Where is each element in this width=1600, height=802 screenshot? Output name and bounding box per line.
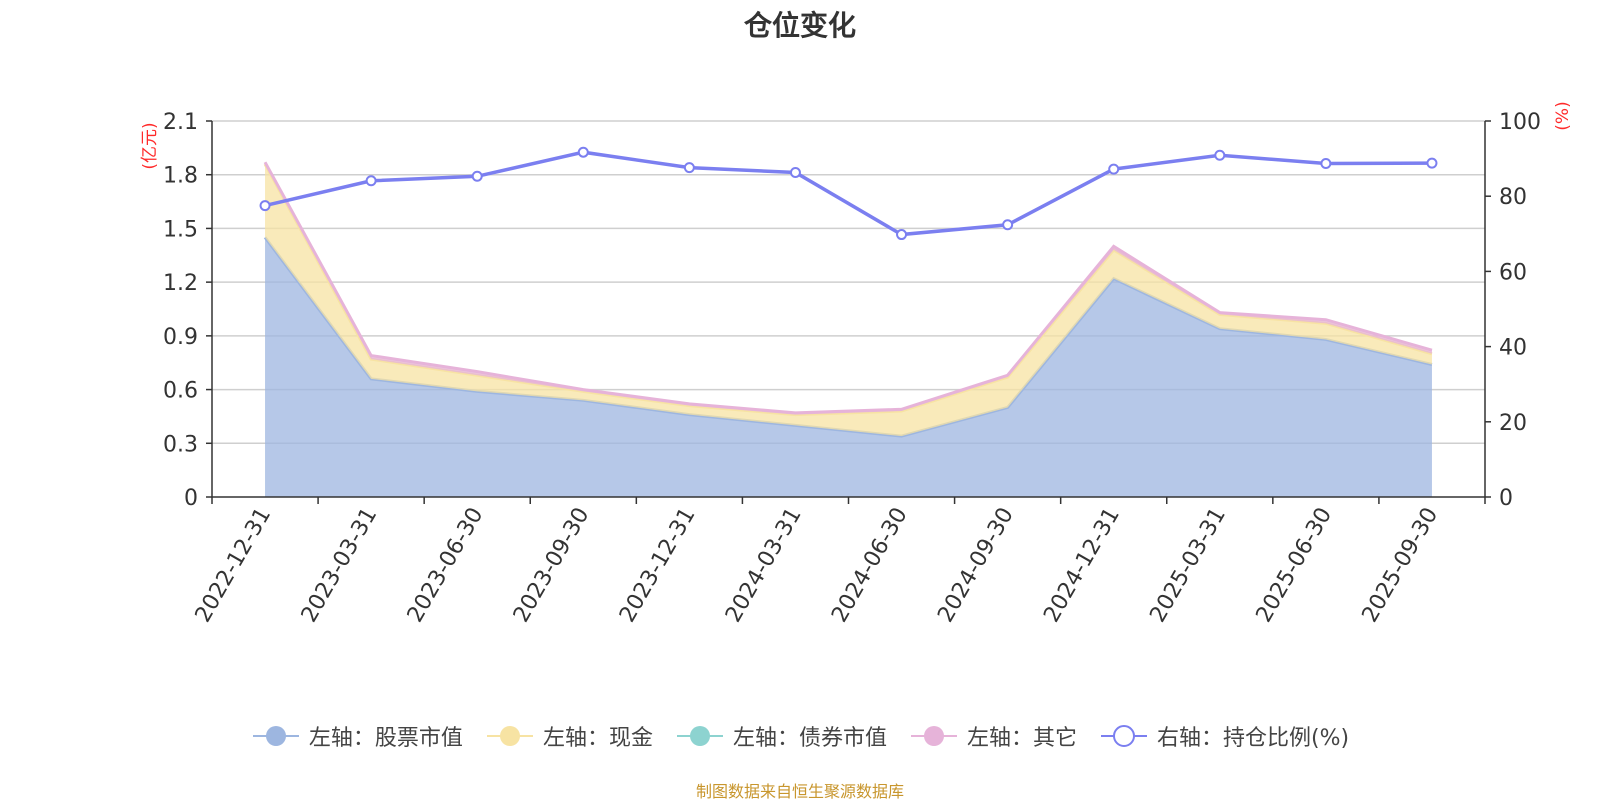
left-tick-label: 1.2 <box>163 271 198 296</box>
legend-item[interactable]: 右轴：持仓比例(%) <box>1099 720 1349 752</box>
legend-label: 左轴：股票市值 <box>308 726 463 751</box>
position-ratio-point <box>683 162 695 174</box>
left-tick-label: 0.3 <box>163 432 198 457</box>
chart-title: 仓位变化 <box>743 9 856 42</box>
position-ratio-line <box>264 150 1432 237</box>
x-tick-label: 2024-06-30 <box>827 504 913 627</box>
legend-line-marker-icon <box>1100 725 1147 747</box>
x-tick-label: 2025-09-30 <box>1358 504 1444 627</box>
legend-item[interactable]: 左轴：现金 <box>485 720 653 752</box>
chart-legend: 左轴：股票市值 左轴：现金 左轴：债券市值 左轴：其它 右轴：持仓比例(%) <box>0 720 1600 752</box>
right-tick-label: 60 <box>1499 260 1527 285</box>
position-ratio-point <box>1426 157 1438 169</box>
right-tick-label: 20 <box>1499 411 1527 436</box>
x-tick-label: 2025-06-30 <box>1251 504 1337 627</box>
x-tick-label: 2022-12-31 <box>191 504 277 627</box>
legend-label: 右轴：持仓比例(%) <box>1156 726 1350 751</box>
left-tick-label: 1.8 <box>163 164 198 189</box>
legend-circle-marker-icon <box>252 726 299 746</box>
position-ratio-point <box>577 146 589 158</box>
left-tick-label: 0 <box>184 486 198 511</box>
position-ratio-point <box>789 167 801 179</box>
legend-circle-marker-icon <box>486 726 533 746</box>
x-tick-label: 2023-06-30 <box>403 504 489 627</box>
x-tick-label: 2023-12-31 <box>615 504 701 627</box>
position-ratio-point <box>1108 163 1120 175</box>
left-tick-label: 0.9 <box>163 325 198 350</box>
position-ratio-point <box>1002 219 1014 231</box>
legend-circle-marker-icon <box>676 726 723 746</box>
source-note: 制图数据来自恒生聚源数据库 <box>695 782 904 801</box>
right-tick-label: 100 <box>1499 110 1541 135</box>
legend-item[interactable]: 左轴：股票市值 <box>251 720 463 752</box>
right-tick-label: 0 <box>1499 486 1513 511</box>
legend-label: 左轴：现金 <box>542 726 653 751</box>
left-tick-label: 2.1 <box>163 110 198 135</box>
legend-label: 左轴：其它 <box>966 726 1077 751</box>
right-tick-label: 40 <box>1499 336 1527 361</box>
area-0 <box>265 237 1432 497</box>
x-tick-label: 2025-03-31 <box>1145 504 1231 627</box>
right-axis-label: (%) <box>1553 101 1573 130</box>
left-axis-label: (亿元) <box>140 122 160 169</box>
x-tick-label: 2023-03-31 <box>297 504 383 627</box>
left-tick-label: 0.6 <box>163 379 198 404</box>
position-ratio-point <box>896 229 908 241</box>
position-ratio-point <box>471 170 483 182</box>
area-edge-3 <box>263 161 1433 415</box>
x-tick-label: 2023-09-30 <box>509 504 595 627</box>
position-ratio-point <box>365 175 377 187</box>
legend-label: 左轴：债券市值 <box>732 726 887 751</box>
left-tick-label: 1.5 <box>163 217 198 242</box>
position-ratio-point <box>1214 149 1226 161</box>
legend-circle-marker-icon <box>910 726 957 746</box>
x-tick-label: 2024-09-30 <box>933 504 1019 627</box>
position-ratio-point <box>1320 157 1332 169</box>
right-tick-label: 80 <box>1499 185 1527 210</box>
x-tick-label: 2024-12-31 <box>1039 504 1125 627</box>
x-tick-label: 2024-03-31 <box>721 504 807 627</box>
legend-item[interactable]: 左轴：其它 <box>909 720 1077 752</box>
position-ratio-point <box>259 200 271 212</box>
legend-item[interactable]: 左轴：债券市值 <box>675 720 887 752</box>
